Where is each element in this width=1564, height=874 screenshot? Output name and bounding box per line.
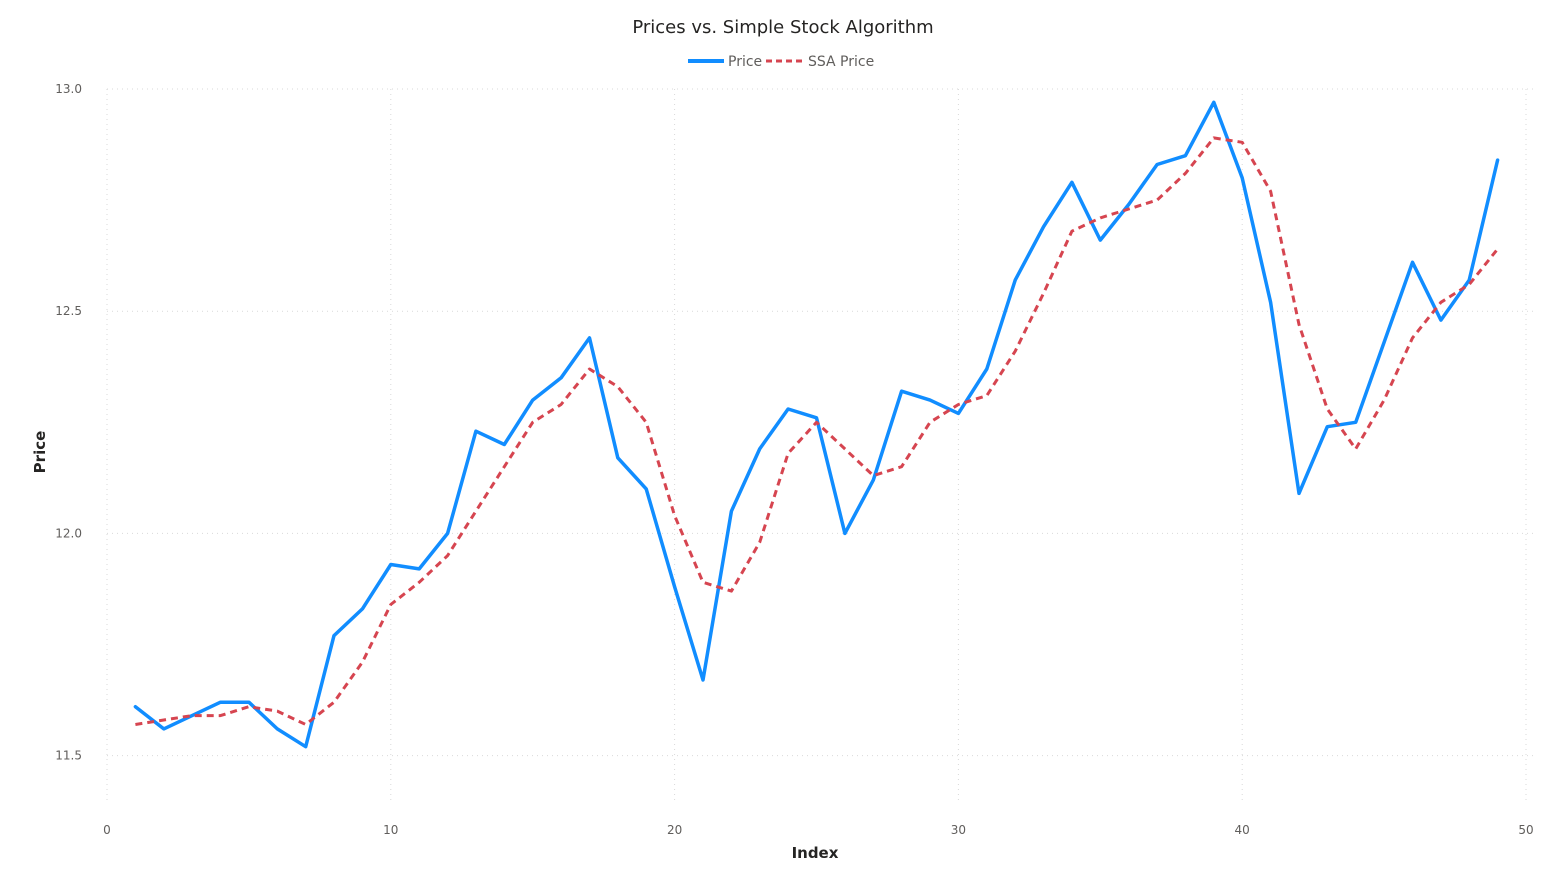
y-axis-ticks: 11.5 12.0 12.5 13.0 [55,82,82,763]
x-axis-title: Index [792,844,839,862]
gridlines [106,88,1536,800]
y-tick-label: 13.0 [55,82,82,96]
y-tick-label: 11.5 [55,749,82,763]
legend-label: SSA Price [808,54,874,70]
series-line-price [133,100,1500,749]
x-tick-label: 50 [1518,823,1533,837]
series-line-ssa-price [135,136,1499,726]
x-tick-label: 10 [383,823,398,837]
y-axis-title: Price [31,431,49,474]
legend-label: Price [728,54,762,70]
legend[interactable]: Price SSA Price [688,54,874,70]
chart-title: Prices vs. Simple Stock Algorithm [632,17,933,38]
y-tick-label: 12.0 [55,526,82,540]
series-layer [133,100,1500,749]
legend-item-ssa-price[interactable]: SSA Price [766,54,874,70]
x-tick-label: 40 [1235,823,1250,837]
legend-item-price[interactable]: Price [688,54,762,70]
x-tick-label: 20 [667,823,682,837]
x-tick-label: 30 [951,823,966,837]
x-axis-ticks: 0 10 20 30 40 50 [103,823,1533,837]
y-tick-label: 12.5 [55,304,82,318]
x-tick-label: 0 [103,823,111,837]
